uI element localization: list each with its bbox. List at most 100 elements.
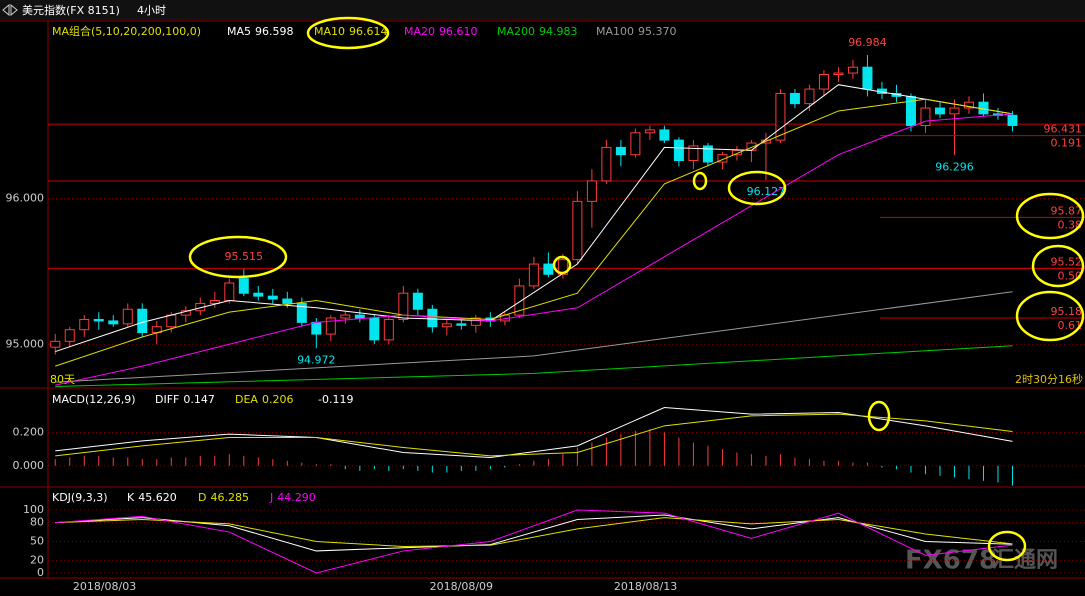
x-tick-label: 2018/08/09 — [430, 580, 493, 593]
fib-value: 96.431 — [1044, 123, 1083, 136]
x-tick-label: 2018/08/13 — [614, 580, 677, 593]
indicator-line — [55, 84, 1013, 353]
indicator-line — [55, 113, 1013, 386]
candle-body — [601, 146, 612, 182]
y-tick-label: 50 — [30, 534, 44, 547]
candle-body — [572, 200, 583, 261]
highlight — [1015, 192, 1085, 240]
candle-body — [354, 314, 365, 319]
marks: 95.00096.00096.4310.19195.870.3895.520.5… — [6, 24, 1085, 593]
candle-body — [325, 317, 336, 335]
candle-body — [93, 318, 104, 322]
indicator-line — [55, 413, 1013, 457]
candle-body — [963, 101, 974, 109]
candle-body — [586, 180, 597, 202]
candle-body — [296, 302, 307, 323]
legend-value: 46.285 — [210, 491, 249, 504]
highlight — [1031, 244, 1085, 288]
candle-body — [920, 107, 931, 127]
panel-title: MA组合(5,10,20,200,100,0) — [52, 24, 201, 38]
candle-body — [441, 323, 452, 328]
candle-body — [369, 317, 380, 341]
candle-body — [64, 329, 75, 342]
candle-body — [688, 145, 699, 162]
footer-left: 80天 — [50, 373, 75, 386]
fib-value: 95.18 — [1051, 305, 1083, 318]
nav-icon[interactable] — [2, 3, 18, 17]
header-title: 美元指数(FX 8151) — [22, 3, 120, 17]
header-period[interactable]: 4小时 — [137, 4, 166, 17]
candle-body — [340, 314, 351, 319]
indicator-line — [55, 98, 1013, 367]
legend-value: 96.598 — [255, 25, 294, 38]
candle-body — [543, 263, 554, 275]
candle-body — [398, 292, 409, 320]
highlight — [867, 400, 891, 432]
panel-title: MACD(12,26,9) — [52, 393, 136, 406]
candle-body — [804, 88, 815, 105]
candle-body — [470, 317, 481, 326]
candle-body — [412, 292, 423, 310]
candle-body — [862, 66, 873, 90]
candle-body — [108, 320, 119, 325]
y-tick-label: 95.000 — [6, 337, 45, 350]
candle-body — [789, 92, 800, 105]
indicator-line — [55, 345, 1013, 388]
y-tick-label: 96.000 — [6, 191, 45, 204]
indicator-line — [55, 509, 1013, 574]
indicator-line — [55, 406, 1013, 459]
legend-name: J — [269, 491, 273, 504]
candle-body — [557, 259, 568, 275]
candle-body — [209, 300, 220, 304]
candle-body — [847, 66, 858, 74]
candle-body — [383, 318, 394, 341]
candle-body — [311, 321, 322, 335]
candle-body — [224, 282, 235, 302]
candle-body — [456, 323, 467, 326]
candle-body — [833, 72, 844, 75]
candle-body — [934, 107, 945, 115]
candle-body — [1007, 114, 1018, 127]
legend-name: MA20 — [404, 25, 435, 38]
candle-body — [949, 107, 960, 115]
legend-name: K — [127, 491, 135, 504]
header-bar — [0, 0, 1085, 20]
candle-body — [818, 73, 829, 90]
y-tick-label: 20 — [30, 553, 44, 566]
candle-body — [50, 340, 61, 348]
panel-title: KDJ(9,3,3) — [52, 491, 108, 504]
fib-ratio: 0.38 — [1058, 218, 1083, 231]
y-tick-label: 0 — [37, 566, 44, 579]
legend-value: 96.614 — [349, 25, 388, 38]
candle-body — [427, 308, 438, 328]
candle-body — [702, 145, 713, 163]
y-tick-label: 80 — [30, 516, 44, 529]
footer-right: 2时30分16秒 — [1015, 372, 1083, 386]
highlight-circles — [188, 16, 1085, 562]
legend-name: DIFF — [155, 393, 179, 406]
x-tick-label: 2018/08/03 — [73, 580, 136, 593]
legend-value: 94.983 — [539, 25, 578, 38]
price-annotation: 94.972 — [297, 353, 336, 366]
fib-ratio: 0.191 — [1051, 137, 1083, 150]
candle-body — [166, 314, 177, 328]
price-annotation: 95.515 — [225, 250, 264, 263]
legend-value: 44.290 — [277, 491, 316, 504]
highlight — [692, 171, 708, 191]
candle-body — [673, 139, 684, 162]
candle-body — [514, 285, 525, 316]
legend-name: MA10 — [314, 25, 345, 38]
candle-body — [79, 318, 90, 331]
y-tick-label: 0.200 — [13, 426, 45, 439]
candle-body — [253, 292, 264, 297]
fib-ratio: 0.61 — [1058, 319, 1083, 332]
y-tick-label: 0.000 — [13, 459, 45, 472]
highlight — [987, 530, 1027, 562]
watermark-brand: FX678 — [905, 546, 997, 576]
legend-name: DEA — [235, 393, 258, 406]
indicator-line — [55, 517, 1013, 548]
legend-name: MA5 — [227, 25, 251, 38]
price-annotation: 96.127 — [747, 185, 786, 198]
